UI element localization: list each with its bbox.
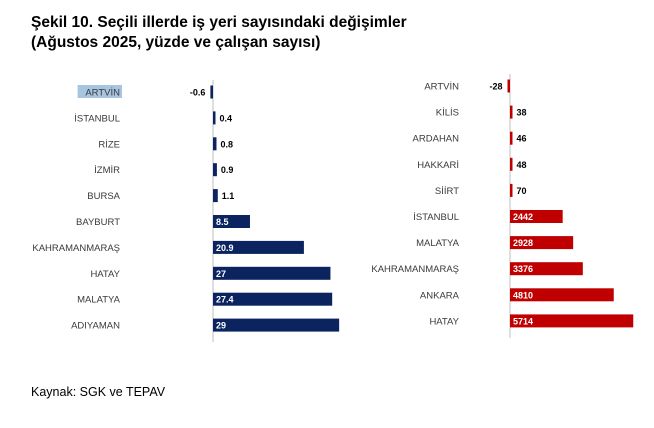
left-bar: [210, 85, 213, 99]
left-data-label: 0.8: [220, 139, 233, 149]
left-category-label: İZMİR: [94, 165, 120, 176]
chart-subtitle: (Ağustos 2025, yüzde ve çalışan sayısı): [31, 34, 321, 51]
left-category-label: HATAY: [90, 269, 120, 280]
left-data-label: -0.6: [190, 88, 206, 98]
right-bar: [510, 183, 513, 197]
left-bar: [213, 111, 216, 125]
right-data-label: 2442: [513, 212, 533, 222]
left-bar: [213, 189, 218, 203]
right-category-label: MALATYA: [416, 238, 460, 249]
chart-title: Şekil 10. Seçili illerde iş yeri sayısın…: [31, 14, 407, 31]
right-category-label: KAHRAMANMARAŞ: [371, 264, 459, 275]
right-category-label: ANKARA: [420, 290, 460, 301]
left-data-label: 29: [216, 321, 226, 331]
right-bar: [510, 288, 614, 302]
left-bar: [213, 292, 333, 306]
left-category-label: BAYBURT: [76, 217, 120, 228]
right-data-label: -28: [489, 82, 502, 92]
right-data-label: 70: [517, 186, 527, 196]
left-data-label: 0.4: [220, 113, 233, 123]
right-data-label: 2928: [513, 238, 533, 248]
left-category-label: RİZE: [98, 139, 120, 150]
right-bar: [510, 210, 563, 223]
left-data-label: 20.9: [216, 243, 234, 253]
left-data-label: 0.9: [221, 165, 234, 175]
left-category-label: BURSA: [87, 191, 120, 202]
right-category-label: ARTVİN: [424, 82, 459, 93]
right-data-label: 38: [517, 108, 527, 118]
right-bar: [510, 262, 583, 276]
right-category-label: ARDAHAN: [413, 134, 460, 145]
right-category-label: KİLİS: [436, 108, 459, 119]
right-bar: [510, 157, 513, 171]
right-data-label: 4810: [513, 290, 533, 300]
left-bar: [213, 137, 217, 151]
left-data-label: 8.5: [216, 217, 229, 227]
right-data-label: 48: [517, 160, 527, 170]
right-data-label: 46: [517, 134, 527, 144]
right-bar: [510, 131, 513, 145]
left-category-highlight: [77, 85, 122, 98]
source-note: Kaynak: SGK ve TEPAV: [31, 385, 166, 399]
right-bar: [510, 314, 634, 328]
left-data-label: 27.4: [216, 295, 234, 305]
left-category-label: MALATYA: [77, 295, 121, 306]
left-bar: [213, 240, 304, 254]
left-category-label: ARTVİN: [85, 88, 120, 99]
right-bar: [510, 105, 513, 119]
left-data-label: 1.1: [222, 191, 235, 201]
left-bar: [213, 163, 217, 177]
right-bar: [510, 236, 574, 250]
left-bar: [213, 266, 331, 280]
right-data-label: 5714: [513, 316, 533, 326]
right-bar: [507, 79, 510, 93]
left-category-label: ADIYAMAN: [71, 321, 120, 332]
left-data-label: 27: [216, 269, 226, 279]
left-category-label: İSTANBUL: [74, 113, 120, 124]
right-data-label: 3376: [513, 264, 533, 274]
left-bar: [213, 318, 340, 332]
right-category-label: İSTANBUL: [413, 212, 459, 223]
right-category-label: SİİRT: [435, 186, 459, 197]
left-category-label: KAHRAMANMARAŞ: [32, 243, 120, 254]
right-category-label: HAKKARİ: [417, 160, 459, 171]
left-bar: [213, 215, 250, 228]
right-category-label: HATAY: [429, 316, 459, 327]
